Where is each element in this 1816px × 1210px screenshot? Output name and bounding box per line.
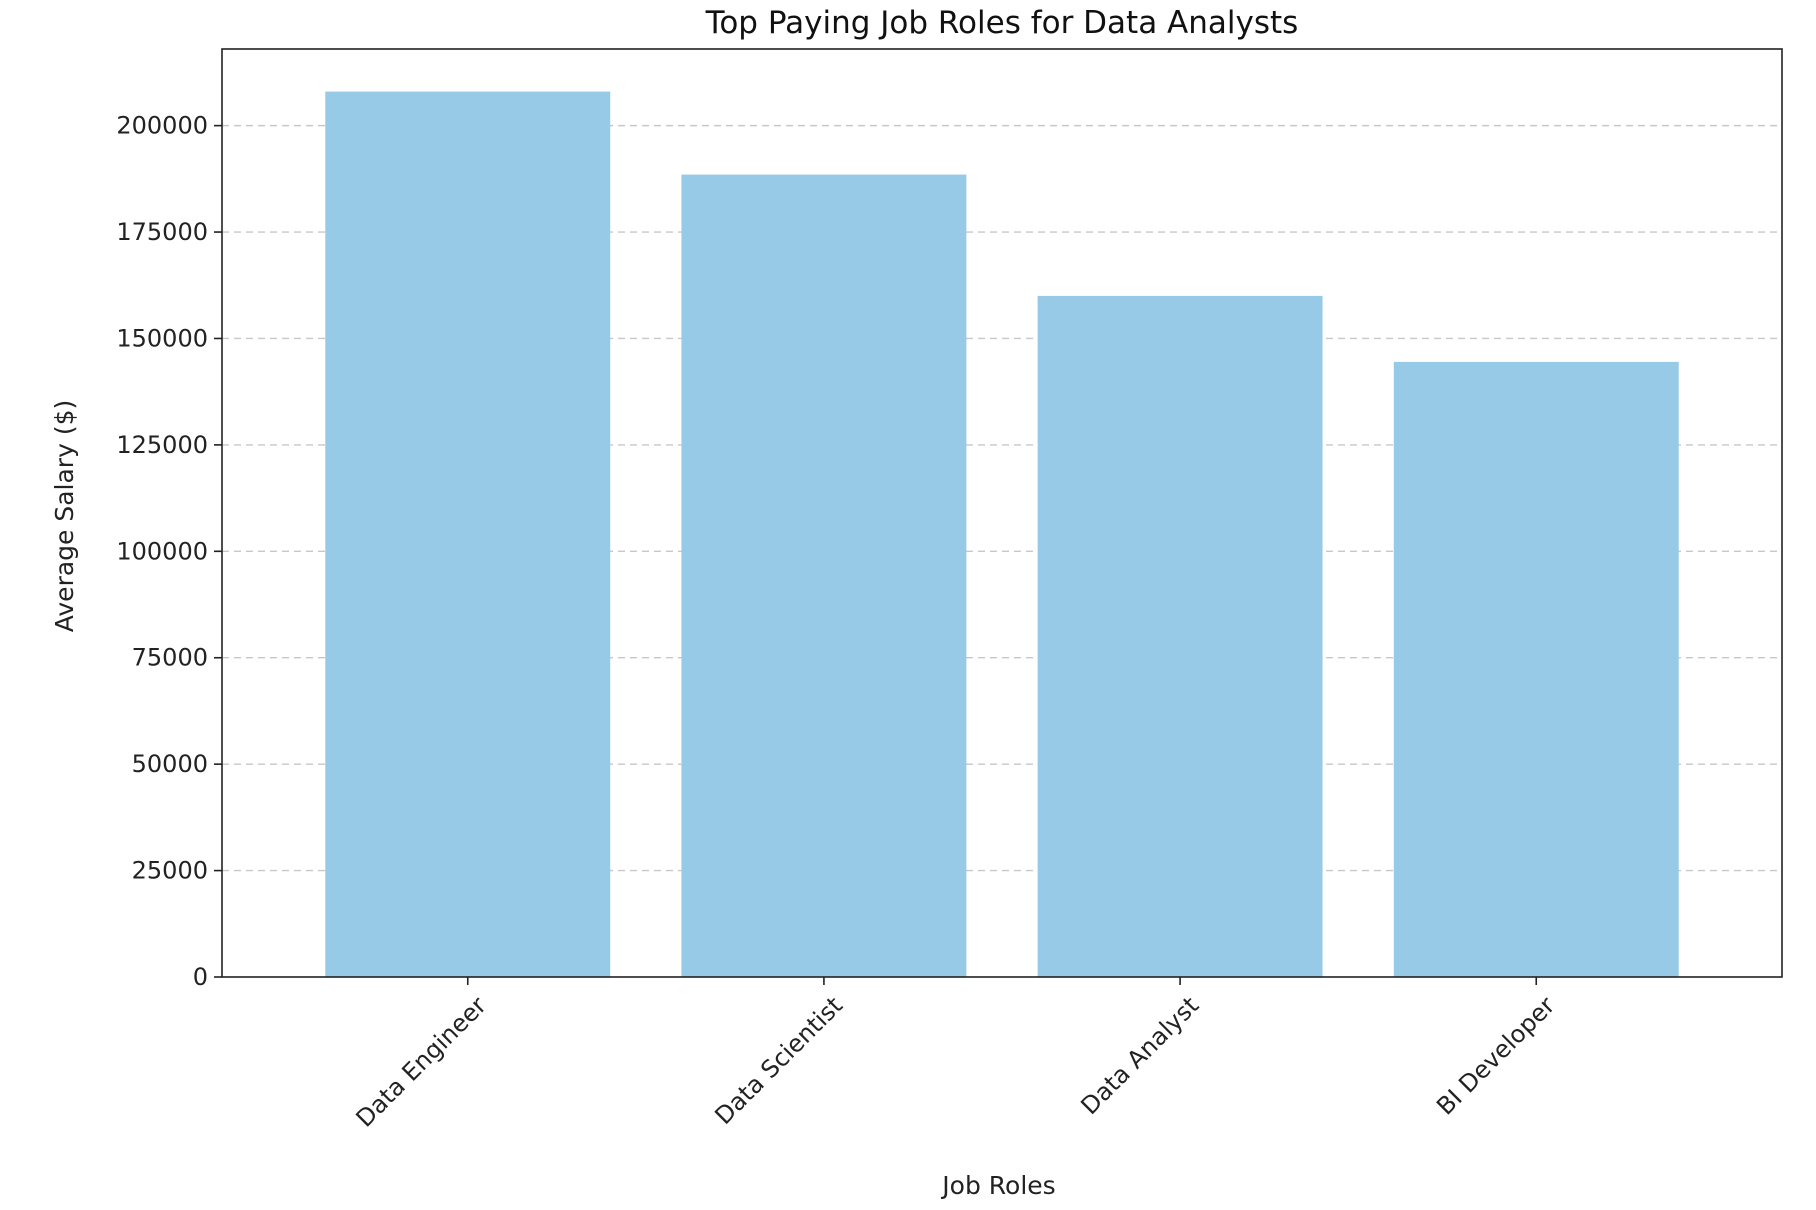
y-tick-label: 200000	[116, 112, 208, 140]
x-tick-label: Data Scientist	[709, 991, 848, 1130]
x-tick-label: Data Engineer	[351, 991, 492, 1132]
y-axis-label: Average Salary ($)	[50, 400, 79, 633]
bar	[1037, 295, 1323, 978]
bars	[325, 91, 1679, 978]
y-tick-label: 175000	[116, 218, 208, 246]
y-tick-label: 25000	[132, 857, 208, 885]
bar	[681, 174, 967, 977]
y-tick-label: 125000	[116, 431, 208, 459]
y-tick-label: 150000	[116, 324, 208, 352]
x-tick-label: BI Developer	[1431, 991, 1560, 1120]
plot-frame	[221, 48, 1783, 978]
bar	[325, 91, 611, 978]
chart-title: Top Paying Job Roles for Data Analysts	[705, 5, 1299, 41]
x-axis-ticks: Data Engineer Data Scientist Data Analyst B…	[351, 977, 1560, 1133]
x-axis-label: Job Roles	[940, 1171, 1055, 1200]
y-axis-ticks: 0 25000 50000 75000 100000 125000 150000 175000…	[116, 112, 222, 991]
y-tick-label: 100000	[116, 537, 208, 565]
y-tick-label: 50000	[132, 750, 208, 778]
y-tick-label: 75000	[132, 644, 208, 672]
x-tick-label: Data Analyst	[1075, 991, 1204, 1120]
y-tick-label: 0	[193, 963, 208, 991]
bar	[1393, 361, 1679, 977]
